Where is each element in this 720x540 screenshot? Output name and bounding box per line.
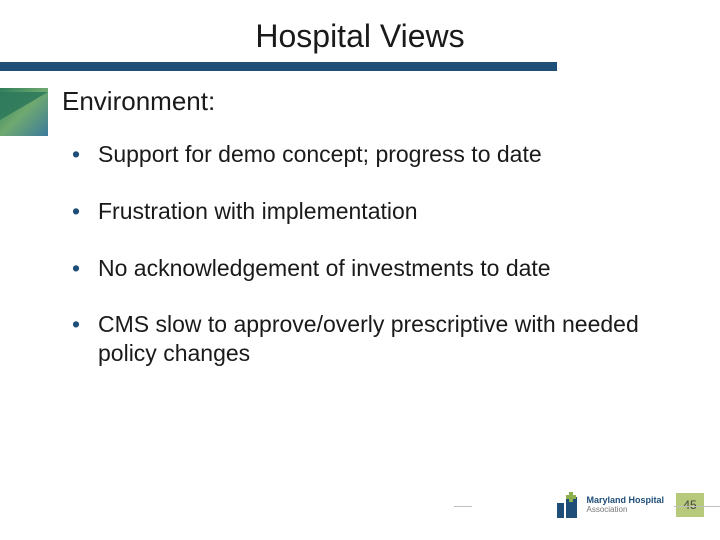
org-logo: Maryland Hospital Association	[554, 492, 664, 518]
list-item: Support for demo concept; progress to da…	[72, 140, 662, 169]
page-number: 45	[676, 493, 704, 517]
slide: Hospital Views Environment: Support for …	[0, 0, 720, 540]
page-title: Hospital Views	[0, 18, 720, 55]
logo-text: Maryland Hospital Association	[586, 496, 664, 514]
title-underline-bar	[0, 62, 557, 71]
section-subtitle: Environment:	[62, 86, 215, 117]
list-item: CMS slow to approve/overly prescriptive …	[72, 310, 662, 368]
logo-mark-icon	[554, 492, 580, 518]
footer-divider-left	[454, 506, 472, 507]
list-item: Frustration with implementation	[72, 197, 662, 226]
list-item: No acknowledgement of investments to dat…	[72, 254, 662, 283]
footer-divider-right	[674, 506, 720, 507]
bullet-list: Support for demo concept; progress to da…	[72, 140, 662, 396]
accent-square	[0, 88, 48, 136]
accent-triangle	[0, 92, 48, 120]
logo-line2: Association	[586, 506, 664, 514]
footer: Maryland Hospital Association 45	[554, 492, 704, 518]
